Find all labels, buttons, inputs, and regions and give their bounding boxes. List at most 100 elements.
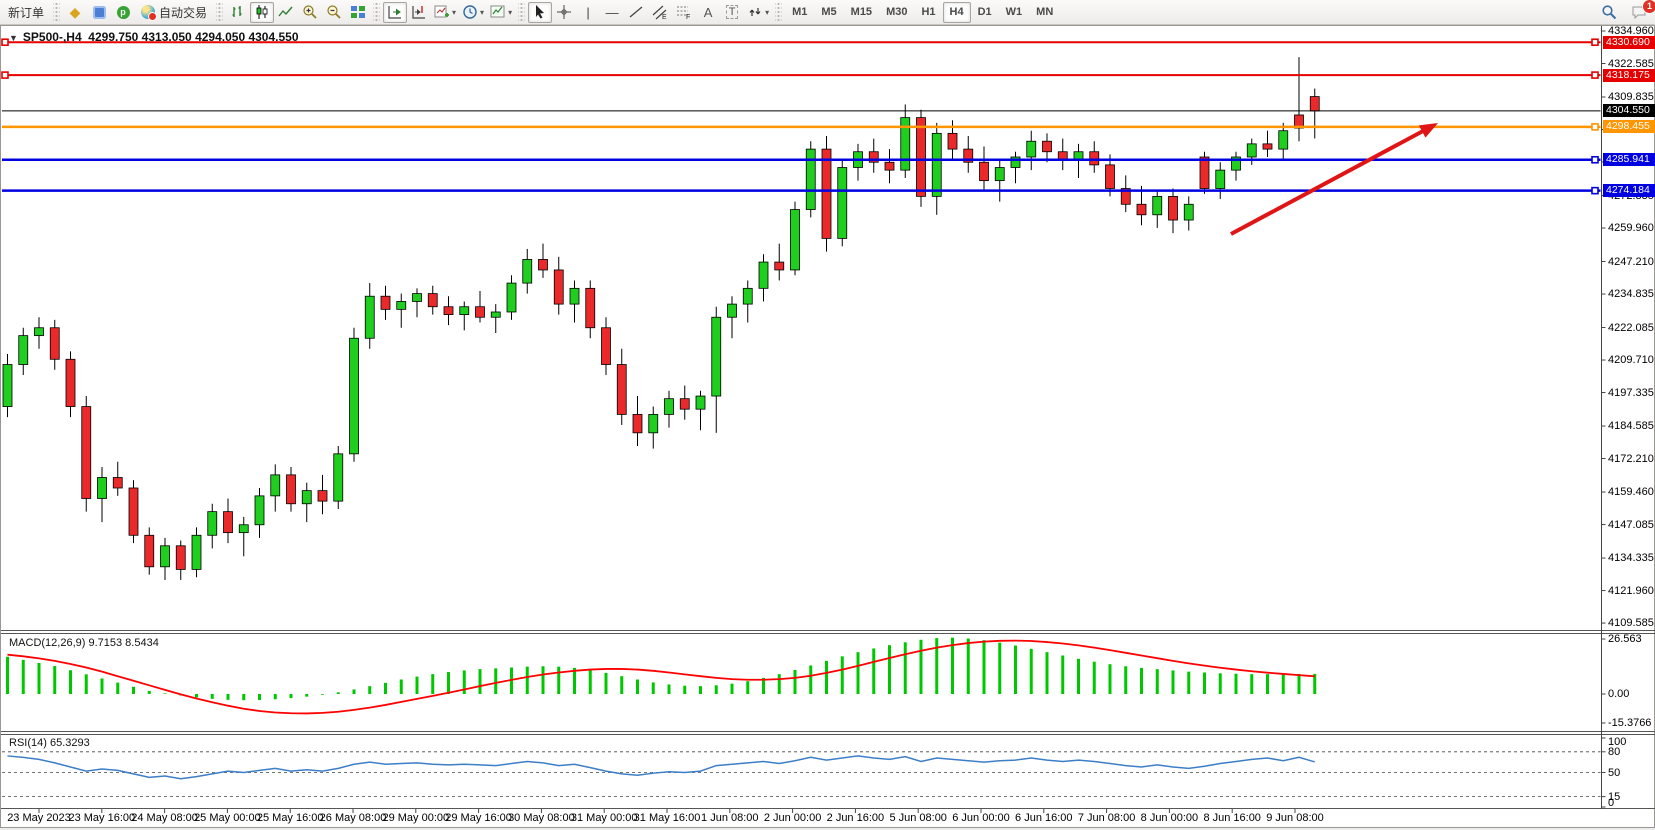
resistance-line-2-handle[interactable] (1, 71, 9, 79)
virtual-hosting-button[interactable] (87, 2, 111, 23)
arrows-tool-button[interactable]: ▾ (744, 2, 772, 23)
timeframe-button-m15[interactable]: M15 (850, 6, 873, 18)
crosshair-icon (557, 5, 572, 19)
horizontal-line-tool-button[interactable]: — (600, 2, 624, 23)
vertical-line-tool-button[interactable]: | (576, 2, 600, 23)
auto-scroll-button[interactable] (383, 1, 408, 23)
trend-arrow-head[interactable] (1418, 123, 1438, 138)
time-label: 25 May 00:00 (194, 812, 261, 824)
candle-body (1309, 96, 1320, 112)
candle-body (1120, 188, 1131, 205)
chart-canvas[interactable] (1, 26, 1655, 829)
crosshair-tool-button[interactable] (552, 2, 576, 23)
arrows-icon (749, 8, 761, 16)
svg-text:E: E (662, 14, 667, 20)
candle-body (412, 293, 422, 302)
macd-indicator-label: MACD(12,26,9) 9.7153 8.5434 (9, 637, 159, 649)
candle-body (506, 282, 517, 313)
candlestick-chart-button[interactable] (250, 1, 275, 23)
zoom-in-button[interactable] (298, 2, 322, 23)
timeframe-button-w1[interactable]: W1 (1005, 6, 1023, 18)
toolbar-grip[interactable] (53, 3, 61, 21)
support-line-blue-2-price-badge: 4274.184 (1603, 184, 1655, 198)
candle-body (1057, 151, 1068, 161)
add-indicator-icon (434, 5, 450, 18)
time-label: 30 May 08:00 (508, 812, 575, 824)
timeframe-button-m30[interactable]: M30 (886, 6, 908, 18)
gold-diamond-button[interactable]: ◆ (63, 2, 87, 23)
time-label: 29 May 00:00 (382, 812, 450, 824)
signals-button[interactable]: p (111, 2, 135, 23)
line-chart-button[interactable] (274, 2, 298, 23)
algo-trading-button[interactable]: 自动交易 (135, 2, 213, 23)
bar-chart-button[interactable] (226, 2, 250, 23)
time-label: 31 May 16:00 (633, 812, 701, 824)
time-periods-button[interactable]: ▾ (459, 2, 487, 23)
support-line-blue-1-handle[interactable] (1591, 155, 1599, 164)
time-label: 1 Jun 08:00 (701, 812, 759, 824)
text-tool-button[interactable]: A (696, 2, 720, 23)
timeframe-button-m1[interactable]: M1 (792, 6, 808, 18)
label-tool-button[interactable]: T (720, 2, 744, 23)
new-order-button[interactable]: 新订单 (8, 5, 45, 20)
resistance-line-2-handle[interactable] (1591, 71, 1599, 79)
time-label: 8 Jun 00:00 (1140, 812, 1199, 824)
chart-shift-button[interactable] (407, 2, 431, 23)
tile-windows-button[interactable] (346, 2, 370, 23)
zoom-out-button[interactable] (322, 2, 346, 23)
fibonacci-tool-button[interactable]: F (672, 2, 696, 23)
candle-body (1231, 156, 1241, 171)
candle-body (254, 495, 265, 526)
resistance-line-1-handle[interactable] (1, 38, 9, 47)
current-price-badge: 4304.550 (1603, 104, 1655, 118)
time-label: 8 Jun 16:00 (1203, 812, 1261, 824)
one-click-trading-arrow-icon[interactable]: ▼ (9, 33, 18, 43)
support-line-blue-1-price-badge: 4285.941 (1603, 153, 1655, 167)
templates-button[interactable]: ▾ (487, 2, 515, 23)
trendline-icon (629, 6, 643, 18)
chevron-down-icon: ▾ (480, 7, 485, 17)
timeframe-button-h4[interactable]: H4 (942, 1, 971, 23)
time-label: 9 Jun 08:00 (1266, 812, 1324, 824)
timeframe-button-h1[interactable]: H1 (921, 6, 936, 18)
search-button[interactable] (1597, 2, 1621, 23)
rsi-tick-label: 50 (1608, 766, 1621, 779)
time-label: 2 Jun 00:00 (763, 812, 822, 824)
candle-body (270, 474, 281, 497)
candle-body (34, 327, 44, 337)
timeframe-button-mn[interactable]: MN (1036, 6, 1054, 18)
cursor-tool-button[interactable] (528, 1, 553, 23)
toolbar-grip[interactable] (518, 3, 526, 21)
time-label: 6 Jun 00:00 (952, 812, 1010, 824)
time-label: 2 Jun 16:00 (826, 812, 885, 824)
resistance-line-1-handle[interactable] (1591, 38, 1599, 47)
toolbar-grip[interactable] (373, 3, 381, 21)
candle-body (821, 148, 832, 239)
toolbar-grip[interactable] (775, 3, 783, 21)
price-tick-label: 4134.335 (1608, 552, 1654, 565)
equidistant-channel-tool-button[interactable]: E (648, 2, 672, 23)
add-indicator-button[interactable]: ▾ (431, 2, 459, 23)
support-line-blue-2-handle[interactable] (1591, 186, 1599, 195)
price-tick-label: 4247.210 (1608, 255, 1654, 268)
timeframe-button-m5[interactable]: M5 (821, 6, 837, 18)
candle-body (648, 414, 659, 434)
price-tick-label: 4222.085 (1608, 321, 1654, 334)
chat-button[interactable]: 1 (1627, 0, 1655, 23)
toolbar-grip[interactable] (216, 3, 224, 21)
rsi-tick-label: 0 (1608, 797, 1615, 809)
trendline-tool-button[interactable] (624, 2, 648, 23)
trend-arrow[interactable] (1230, 126, 1429, 236)
chart-header[interactable]: ▼ SP500-,H4 4299.750 4313.050 4294.050 43… (9, 30, 299, 44)
auto-scroll-icon (388, 6, 402, 19)
line-chart-icon (278, 6, 293, 17)
chevron-down-icon: ▾ (508, 7, 513, 17)
candle-body (1168, 195, 1178, 221)
candle-body (790, 209, 800, 271)
pivot-line-orange-handle[interactable] (1591, 123, 1599, 131)
candle-body (569, 287, 580, 305)
timeframe-button-d1[interactable]: D1 (977, 6, 992, 18)
candle-body (364, 295, 375, 339)
candle-body (49, 327, 60, 360)
price-tick-label: 4309.835 (1608, 91, 1654, 103)
